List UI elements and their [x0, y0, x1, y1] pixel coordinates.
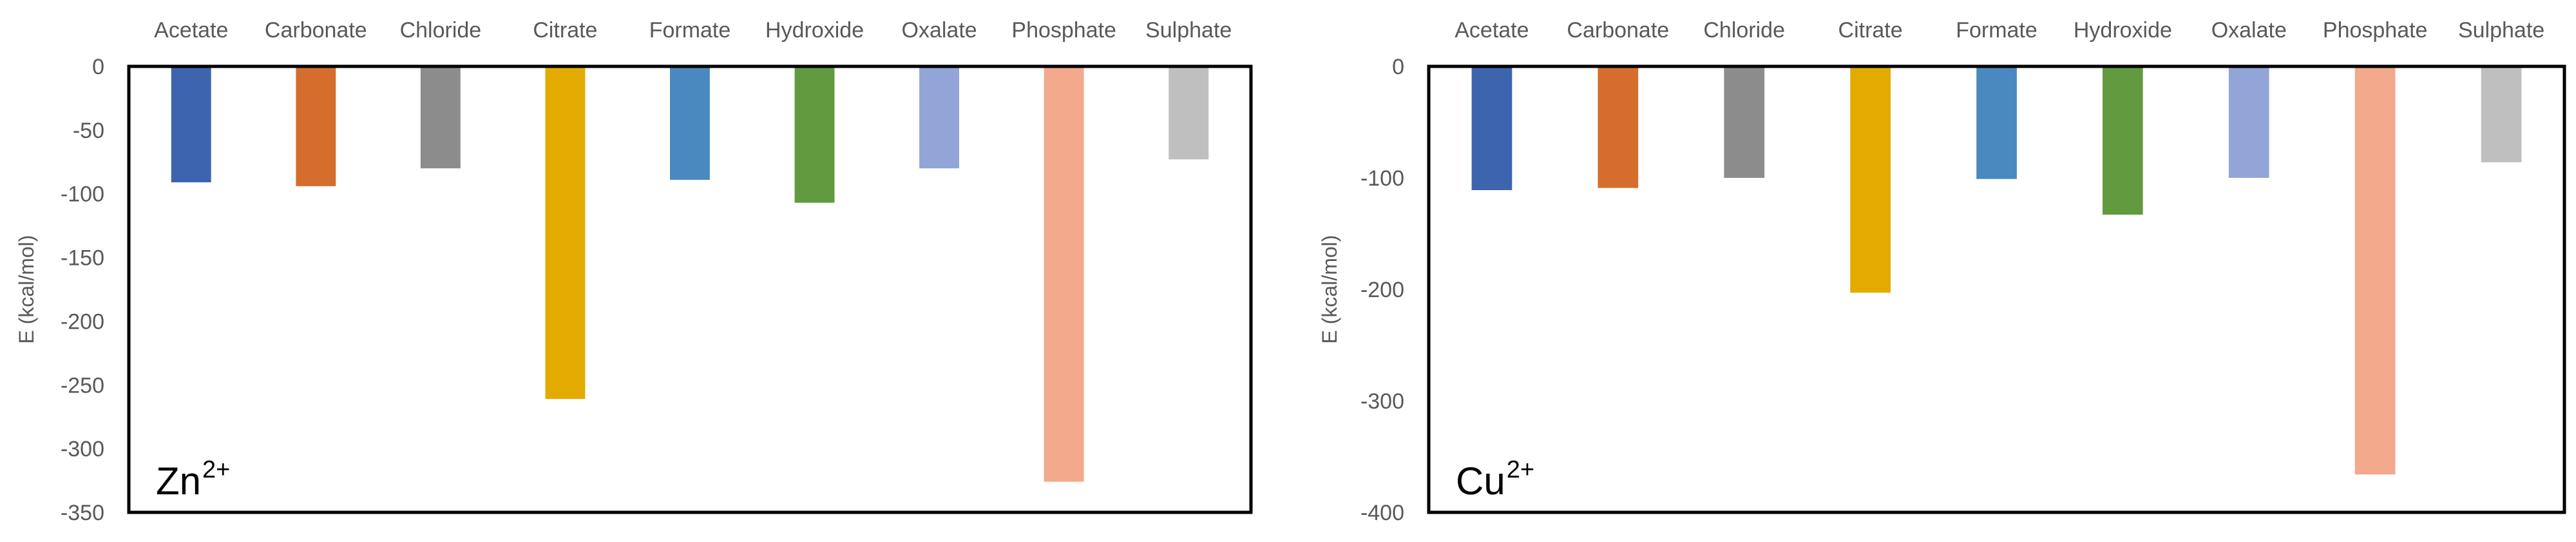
- category-label-carbonate: Carbonate: [1567, 18, 1669, 43]
- y-tick-label: -350: [61, 501, 104, 525]
- category-label-formate: Formate: [649, 18, 731, 43]
- y-tick-label: -150: [61, 246, 104, 271]
- bar-oxalate: [919, 66, 959, 169]
- panel-label-superscript: 2+: [202, 456, 230, 483]
- bar-chloride: [1724, 66, 1765, 178]
- panel-label: Cu: [1456, 460, 1505, 503]
- plot-frame: [1427, 64, 2566, 514]
- bar-acetate: [1471, 66, 1512, 190]
- y-tick-label: -100: [1360, 166, 1404, 191]
- panel-label: Zn: [156, 460, 201, 503]
- bar-phosphate: [2354, 66, 2396, 475]
- y-tick-label: 0: [1392, 55, 1404, 79]
- y-tick-label: -50: [73, 119, 104, 143]
- category-label-sulphate: Sulphate: [1145, 18, 1232, 43]
- category-label-citrate: Citrate: [533, 18, 597, 43]
- category-label-sulphate: Sulphate: [2458, 18, 2544, 43]
- y-tick-label: -300: [1360, 389, 1404, 414]
- y-tick-label: -200: [61, 309, 104, 334]
- y-axis-title: E (kcal/mol): [15, 235, 38, 344]
- bar-phosphate: [1044, 66, 1084, 482]
- bar-citrate: [545, 66, 586, 399]
- bar-sulphate: [2481, 66, 2522, 162]
- category-label-hydroxide: Hydroxide: [765, 18, 864, 43]
- category-label-acetate: Acetate: [154, 18, 228, 43]
- category-label-formate: Formate: [1956, 18, 2037, 43]
- y-tick-label: -300: [61, 437, 104, 461]
- category-label-oxalate: Oxalate: [2211, 18, 2287, 43]
- y-tick-label: -250: [61, 373, 104, 398]
- category-label-chloride: Chloride: [1703, 18, 1785, 43]
- bar-sulphate: [1169, 66, 1209, 160]
- bar-oxalate: [2228, 66, 2269, 178]
- category-label-phosphate: Phosphate: [1011, 18, 1116, 43]
- bar-acetate: [171, 66, 211, 182]
- category-label-chloride: Chloride: [400, 18, 482, 43]
- bar-carbonate: [296, 66, 336, 186]
- y-tick-label: -400: [1360, 501, 1404, 525]
- y-axis-title: E (kcal/mol): [1318, 235, 1341, 344]
- bar-formate: [670, 66, 710, 180]
- category-label-oxalate: Oxalate: [902, 18, 977, 43]
- y-tick-label: -200: [1360, 278, 1404, 302]
- category-label-hydroxide: Hydroxide: [2074, 18, 2172, 43]
- y-tick-label: -100: [61, 182, 104, 207]
- category-label-phosphate: Phosphate: [2323, 18, 2428, 43]
- bar-citrate: [1850, 66, 1891, 293]
- bar-hydroxide: [2103, 66, 2143, 215]
- bar-formate: [1976, 66, 2017, 179]
- category-label-acetate: Acetate: [1455, 18, 1529, 43]
- bar-chloride: [420, 66, 461, 169]
- bar-hydroxide: [794, 66, 835, 203]
- bar-carbonate: [1598, 66, 1639, 188]
- category-label-citrate: Citrate: [1838, 18, 1903, 43]
- panel-label-superscript: 2+: [1507, 456, 1534, 483]
- category-label-carbonate: Carbonate: [265, 18, 367, 43]
- plot-frame: [127, 64, 1253, 514]
- y-tick-label: 0: [92, 55, 104, 79]
